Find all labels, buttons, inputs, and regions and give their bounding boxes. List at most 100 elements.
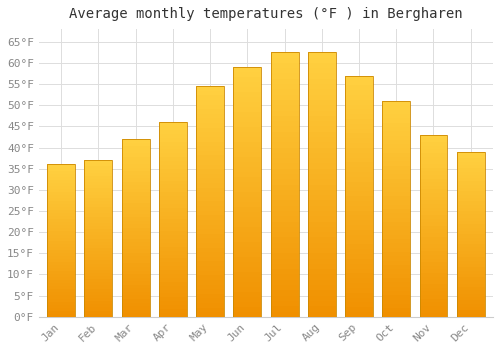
Bar (196, 312, 224, 317)
Bar (122, 267, 150, 271)
Bar (420, 248, 448, 251)
Bar (159, 200, 187, 204)
Bar (308, 280, 336, 285)
Bar (47, 304, 75, 308)
Bar (345, 216, 373, 220)
Bar (345, 220, 373, 225)
Bar (234, 277, 262, 282)
Bar (47, 238, 75, 241)
Bar (234, 97, 262, 102)
Bar (308, 306, 336, 312)
Bar (270, 206, 298, 211)
Bar (457, 310, 484, 314)
Bar (196, 118, 224, 123)
Bar (47, 247, 75, 250)
Bar (345, 90, 373, 95)
Bar (308, 264, 336, 269)
Bar (122, 281, 150, 285)
Bar (122, 139, 150, 143)
Bar (196, 109, 224, 114)
Bar (234, 302, 262, 307)
Bar (84, 201, 112, 204)
Bar (159, 254, 187, 258)
Bar (234, 197, 262, 202)
Bar (122, 264, 150, 267)
Bar (345, 278, 373, 283)
Bar (345, 148, 373, 153)
Bar (234, 72, 262, 77)
Bar (196, 137, 224, 141)
Bar (159, 122, 187, 126)
Bar (308, 94, 336, 100)
Bar (270, 253, 298, 259)
Bar (420, 255, 448, 259)
Bar (196, 178, 224, 183)
Bar (270, 211, 298, 216)
Bar (234, 287, 262, 292)
Bar (308, 126, 336, 132)
Bar (84, 310, 112, 314)
Bar (234, 262, 262, 267)
Bar (234, 222, 262, 227)
Bar (234, 167, 262, 172)
Bar (47, 195, 75, 198)
Bar (159, 289, 187, 293)
Bar (84, 304, 112, 307)
Bar (345, 182, 373, 187)
Bar (382, 265, 410, 270)
Bar (457, 228, 484, 231)
Bar (47, 180, 75, 183)
Bar (196, 215, 224, 220)
Bar (420, 146, 448, 149)
Bar (122, 242, 150, 246)
Bar (159, 309, 187, 313)
Bar (420, 164, 448, 168)
Bar (345, 119, 373, 124)
Bar (196, 141, 224, 146)
Bar (47, 286, 75, 289)
Bar (308, 174, 336, 179)
Bar (382, 200, 410, 205)
Bar (420, 193, 448, 197)
Bar (420, 157, 448, 160)
Bar (84, 257, 112, 260)
Bar (382, 192, 410, 196)
Bar (196, 247, 224, 252)
Bar (420, 273, 448, 277)
Bar (47, 295, 75, 299)
Bar (420, 270, 448, 273)
Bar (234, 267, 262, 272)
Bar (234, 252, 262, 257)
Bar (420, 240, 448, 244)
Bar (345, 312, 373, 317)
Bar (457, 271, 484, 274)
Bar (457, 221, 484, 224)
Bar (420, 280, 448, 284)
Bar (234, 87, 262, 92)
Bar (382, 174, 410, 179)
Bar (345, 95, 373, 100)
Bar (382, 270, 410, 274)
Bar (47, 186, 75, 189)
Bar (345, 259, 373, 264)
Bar (270, 63, 298, 68)
Bar (420, 233, 448, 237)
Bar (420, 313, 448, 317)
Bar (47, 189, 75, 192)
Bar (382, 252, 410, 257)
Bar (345, 196, 373, 201)
Bar (84, 226, 112, 229)
Bar (84, 282, 112, 286)
Bar (196, 197, 224, 202)
Bar (159, 239, 187, 243)
Bar (345, 187, 373, 191)
Bar (122, 228, 150, 231)
Bar (47, 308, 75, 311)
Bar (270, 94, 298, 100)
Bar (159, 146, 187, 149)
Bar (270, 121, 298, 126)
Bar (345, 249, 373, 254)
Bar (159, 258, 187, 262)
Bar (345, 80, 373, 85)
Bar (234, 217, 262, 222)
